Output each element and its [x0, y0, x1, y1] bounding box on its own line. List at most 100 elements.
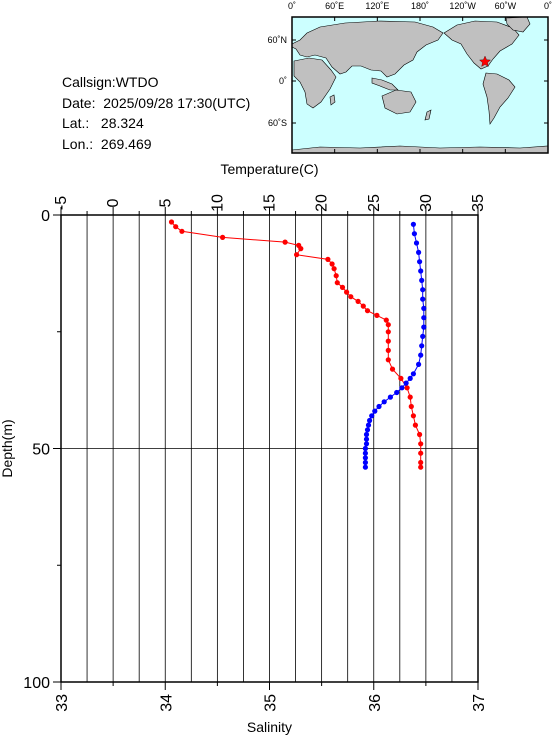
- salinity-series-line: [364, 224, 425, 468]
- salinity-point: [416, 361, 422, 367]
- temperature-point: [385, 357, 391, 363]
- temperature-point: [364, 308, 371, 314]
- salinity-point: [369, 413, 375, 419]
- land-new-zealand: [424, 109, 432, 121]
- date-value: 2025/09/28 17:30(UTC): [103, 94, 251, 111]
- temperature-tick-label: 0: [105, 198, 122, 207]
- station-info: Callsign:WTDO Date: 2025/09/28 17:30(UTC…: [62, 72, 250, 154]
- land-se-asia-islands: [371, 77, 399, 91]
- salinity-point: [363, 431, 370, 438]
- temperature-point: [173, 224, 179, 230]
- salinity-point: [364, 427, 371, 433]
- temperature-point: [348, 294, 354, 300]
- salinity-point: [387, 394, 393, 400]
- temperature-point: [407, 394, 413, 400]
- temperature-point: [325, 256, 331, 262]
- map-lon-tick-label: 60˚W: [495, 1, 517, 11]
- land-north-america: [443, 20, 520, 70]
- salinity-tick-label: 37: [471, 694, 488, 712]
- map-lon-tick-label: 120˚W: [449, 1, 476, 11]
- map-lat-tick-label: 60˚N: [267, 35, 287, 45]
- temperature-point: [385, 322, 391, 328]
- temperature-point: [360, 303, 366, 309]
- callsign-row: Callsign:WTDO: [62, 72, 250, 93]
- depth-tick-label: 0: [41, 208, 50, 225]
- temperature-point: [404, 385, 410, 391]
- salinity-point: [362, 459, 368, 466]
- temperature-point: [412, 422, 418, 428]
- lon-value: 269.469: [100, 135, 152, 152]
- date-row: Date: 2025/09/28 17:30(UTC): [62, 93, 250, 114]
- temperature-point: [339, 284, 346, 290]
- salinity-point: [421, 324, 427, 330]
- salinity-point: [419, 343, 425, 349]
- salinity-point: [407, 375, 413, 381]
- temperature-point: [179, 228, 185, 234]
- salinity-point: [363, 441, 370, 447]
- lat-label: Lat.:: [62, 115, 90, 131]
- temperature-axis-label: Temperature(C): [220, 161, 318, 177]
- map-lat-tick-label: 60˚S: [268, 118, 287, 128]
- world-map: 0˚ 60˚E 120˚E 180˚ 120˚W 60˚W 0˚ 60˚N 0˚ 60˚S: [267, 1, 552, 154]
- lat-value: 28.324: [100, 115, 144, 131]
- salinity-point: [362, 450, 368, 456]
- temperature-point: [410, 413, 416, 419]
- temperature-point: [329, 261, 335, 267]
- map-land: [291, 16, 549, 154]
- temperature-point: [331, 266, 337, 272]
- temperature-point: [333, 273, 339, 279]
- callsign-label: Callsign:: [62, 74, 116, 90]
- salinity-point: [411, 231, 417, 237]
- salinity-point: [362, 445, 368, 452]
- temperature-point: [418, 459, 424, 466]
- temperature-tick-label: 10: [209, 194, 226, 212]
- map-lat-tick-label: 0˚: [279, 76, 287, 86]
- temperature-point: [298, 246, 304, 252]
- lon-row: Lon.: 269.469: [62, 134, 250, 155]
- land-madagascar: [329, 94, 336, 106]
- salinity-point: [381, 399, 387, 405]
- salinity-tick-label: 34: [158, 694, 175, 712]
- temperature-point: [418, 450, 424, 456]
- temperature-series-line: [171, 221, 422, 468]
- salinity-tick-label: 36: [367, 694, 384, 712]
- depth-axis-label: Depth(m): [0, 419, 15, 477]
- map-ticks: 0˚ 60˚E 120˚E 180˚ 120˚W 60˚W 0˚ 60˚N 0˚ 60˚S: [267, 1, 552, 153]
- depth-tick-label: 50: [32, 442, 50, 459]
- temperature-point: [355, 298, 361, 304]
- temperature-point: [383, 317, 389, 323]
- salinity-point: [403, 380, 409, 386]
- callsign-value: WTDO: [115, 74, 159, 90]
- temperature-series: [168, 219, 424, 470]
- temperature-point: [220, 234, 226, 240]
- land-africa: [293, 57, 337, 109]
- salinity-point: [410, 371, 416, 377]
- salinity-point: [367, 417, 373, 424]
- date-label: Date:: [62, 94, 96, 111]
- temperature-point: [389, 366, 396, 372]
- salinity-point: [372, 408, 378, 414]
- land-australia: [381, 89, 417, 115]
- temperature-point: [385, 338, 391, 344]
- temperature-point: [282, 239, 288, 245]
- map-lon-tick-label: 0˚: [544, 1, 552, 11]
- lat-row: Lat.: 28.324: [62, 113, 250, 134]
- salinity-point: [419, 277, 425, 283]
- land-europe-asia: [291, 20, 444, 78]
- station-marker-star-icon: [479, 55, 491, 67]
- temperature-point: [374, 312, 380, 318]
- salinity-series: [362, 221, 427, 470]
- temperature-point: [334, 280, 340, 286]
- temperature-point: [168, 219, 175, 225]
- temperature-point: [385, 329, 391, 335]
- salinity-axis-label: Salinity: [247, 719, 292, 735]
- salinity-point: [362, 455, 368, 461]
- temperature-point: [417, 431, 423, 438]
- temperature-tick-label: 15: [262, 194, 279, 212]
- temperature-tick-label: 35: [470, 194, 487, 212]
- salinity-point: [413, 240, 420, 246]
- salinity-point: [394, 389, 400, 396]
- salinity-point: [418, 352, 424, 358]
- temperature-tick-label: -5: [53, 196, 70, 210]
